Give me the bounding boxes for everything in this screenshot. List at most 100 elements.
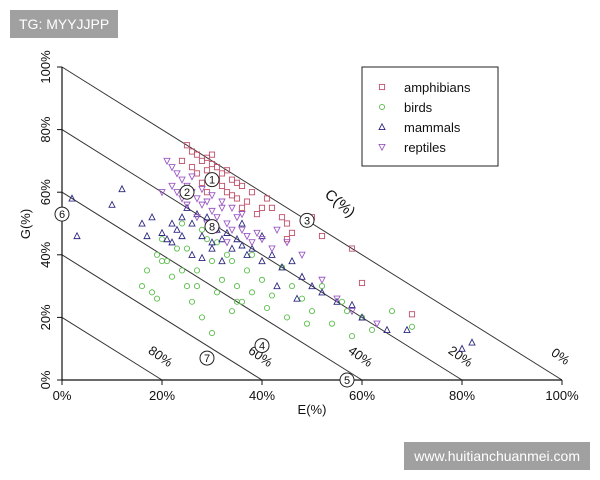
x-tick-label: 100% (545, 388, 579, 403)
x-tick-label: 40% (249, 388, 275, 403)
birds-point (153, 295, 161, 302)
amphibians-point (218, 182, 226, 189)
watermark-badge: www.huitianchuanmei.com (404, 442, 590, 470)
series-birds (138, 220, 416, 340)
mammals-point (188, 250, 196, 258)
amphibians-point (278, 214, 286, 221)
x-ticks: 0% 20% 40% 60% 80% 100% (53, 380, 579, 403)
mammals-point (203, 213, 211, 221)
region-marker-label: 2 (184, 187, 190, 199)
reptiles-point (193, 214, 201, 222)
amphibians-point (238, 182, 246, 189)
reptiles-point (173, 170, 181, 178)
birds-point (188, 298, 196, 305)
legend-swatch-birds (378, 103, 386, 111)
legend-swatch-mammals (378, 122, 386, 131)
mammals-point (118, 184, 126, 193)
mammals-point (258, 256, 266, 265)
mammals-point (293, 294, 301, 302)
reptiles-point (243, 232, 251, 241)
birds-point (158, 258, 166, 265)
reptiles-point (173, 189, 181, 197)
data-points (68, 142, 476, 352)
region-marker-circle (54, 206, 70, 222)
region-marker-label: 7 (204, 353, 210, 365)
birds-point (163, 258, 171, 265)
reptiles-point (218, 204, 226, 213)
birds-point (368, 326, 376, 333)
birds-point (173, 245, 181, 252)
mammals-point (358, 313, 366, 321)
mammals-point (318, 288, 326, 296)
c-isoline (61, 129, 463, 381)
reptiles-point (188, 173, 196, 181)
reptiles-point (203, 198, 211, 206)
x-tick-label: 60% (349, 388, 375, 403)
amphibians-point (188, 148, 196, 155)
reptiles-point (183, 201, 191, 209)
reptiles-point (273, 226, 281, 234)
mammals-point (218, 234, 226, 243)
birds-point (228, 308, 236, 315)
c-axis-label: C(%) (321, 186, 358, 221)
birds-point (178, 267, 186, 274)
reptiles-point (348, 308, 356, 316)
amphibians-point (178, 157, 186, 164)
reptiles-point (213, 214, 221, 222)
reptiles-point (238, 211, 246, 219)
y-ticks: 0% 20% 40% 60% 80% 100% (38, 50, 62, 389)
mammals-point (288, 256, 296, 265)
reptiles-point (178, 176, 186, 184)
mammals-point (188, 219, 196, 227)
mammals-point (183, 203, 191, 211)
c-isoline (61, 254, 263, 381)
birds-point (153, 251, 161, 258)
reptiles-point (218, 198, 226, 206)
reptiles-point (233, 214, 241, 222)
birds-point (248, 251, 256, 258)
amphibians-point (183, 142, 191, 149)
mammals-point (458, 344, 466, 352)
axes (61, 67, 562, 381)
legend-swatch-reptiles (378, 143, 386, 152)
region-marker-label: 1 (209, 175, 215, 187)
reptiles-point (238, 226, 246, 234)
y-tick-label: 40% (38, 241, 53, 267)
mammals-point (168, 219, 176, 227)
y-tick-label: 100% (38, 50, 53, 84)
amphibians-point (203, 189, 211, 196)
amphibians-point (203, 167, 211, 174)
amphibians-point (208, 151, 216, 158)
amphibians-point (193, 170, 201, 177)
amphibians-point (358, 279, 366, 287)
tag-badge: TG: MYYJJPP (10, 10, 119, 38)
mammals-point (258, 231, 266, 240)
amphibians-point (228, 192, 236, 199)
c-isoline (61, 191, 363, 381)
mammals-point (223, 228, 231, 236)
reptiles-point (333, 295, 341, 303)
reptiles-point (253, 229, 261, 238)
birds-point (308, 308, 316, 315)
reptiles-point (198, 186, 206, 194)
mammals-point (403, 325, 411, 333)
reptiles-point (283, 239, 291, 247)
mammals-point (218, 256, 226, 265)
amphibians-point (233, 179, 241, 186)
region-marker-label: 8 (209, 222, 215, 234)
reptiles-point (228, 226, 236, 234)
reptiles-point (168, 182, 176, 191)
amphibians-point (218, 170, 226, 177)
mammals-point (178, 213, 186, 221)
mammals-point (138, 219, 146, 227)
birds-point (198, 314, 206, 321)
legend-label: amphibians (404, 80, 471, 95)
mammals-point (273, 281, 281, 290)
reptiles-point (318, 276, 326, 285)
mammals-point (238, 219, 246, 227)
mammals-point (383, 325, 391, 333)
series-amphibians (178, 142, 416, 318)
amphibians-point (238, 204, 246, 211)
y-tick-label: 80% (38, 116, 53, 142)
